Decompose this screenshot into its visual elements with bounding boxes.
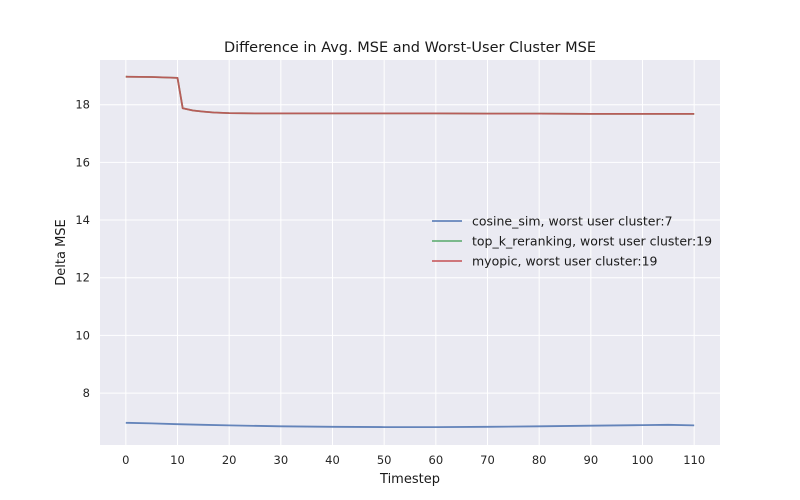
y-tick-label: 14 [75, 213, 90, 227]
y-tick-label: 8 [83, 386, 90, 400]
chart-title: Difference in Avg. MSE and Worst-User Cl… [224, 40, 596, 56]
legend: cosine_sim, worst user cluster:7 top_k_re… [432, 214, 712, 269]
x-tick-label: 90 [584, 453, 599, 467]
x-tick-label: 40 [325, 453, 340, 467]
legend-label: top_k_reranking, worst user cluster:19 [472, 234, 712, 249]
series-lines [125, 75, 695, 429]
y-tick-label: 16 [75, 155, 90, 169]
plot-area [100, 60, 720, 445]
x-tick-label: 30 [274, 453, 289, 467]
x-tick-label: 0 [122, 453, 129, 467]
x-tick-label: 50 [377, 453, 392, 467]
x-tick-label: 80 [532, 453, 547, 467]
y-tick-labels: 8 10 12 14 16 18 [75, 98, 90, 400]
series-line-3 [125, 75, 695, 115]
x-tick-labels: 0 10 20 30 40 50 60 70 80 90 100 110 [122, 453, 705, 467]
x-tick-label: 20 [222, 453, 237, 467]
y-tick-label: 12 [75, 271, 90, 285]
y-tick-label: 10 [75, 328, 90, 342]
legend-label: cosine_sim, worst user cluster:7 [472, 214, 673, 229]
x-tick-label: 70 [480, 453, 495, 467]
y-axis-label: Delta MSE [54, 219, 69, 286]
y-tick-label: 18 [75, 98, 90, 112]
x-axis-label: Timestep [379, 472, 440, 487]
x-tick-label: 110 [683, 453, 705, 467]
gridlines [100, 60, 720, 445]
x-tick-label: 60 [429, 453, 444, 467]
legend-label: myopic, worst user cluster:19 [472, 254, 658, 269]
x-tick-label: 10 [170, 453, 185, 467]
series-line-1 [125, 421, 695, 429]
x-tick-label: 100 [632, 453, 654, 467]
